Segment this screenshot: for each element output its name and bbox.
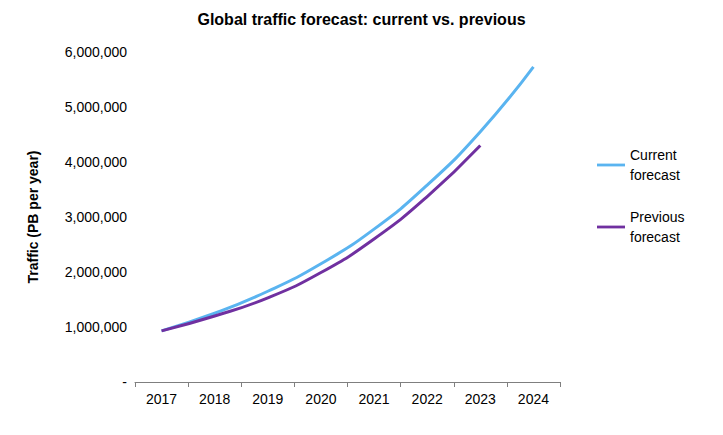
svg-text:forecast: forecast [630,229,680,245]
svg-text:5,000,000: 5,000,000 [65,99,127,115]
svg-text:2,000,000: 2,000,000 [65,264,127,280]
svg-text:Traffic (PB per year): Traffic (PB per year) [25,150,41,283]
svg-text:-: - [122,374,127,390]
svg-text:2017: 2017 [146,391,177,407]
svg-text:1,000,000: 1,000,000 [65,319,127,335]
svg-text:2019: 2019 [252,391,283,407]
svg-text:Global traffic forecast: curre: Global traffic forecast: current vs. pre… [197,11,525,28]
svg-text:3,000,000: 3,000,000 [65,209,127,225]
svg-text:2020: 2020 [305,391,336,407]
svg-text:6,000,000: 6,000,000 [65,44,127,60]
svg-text:2022: 2022 [412,391,443,407]
svg-text:forecast: forecast [630,167,680,183]
svg-text:2023: 2023 [465,391,496,407]
svg-text:2024: 2024 [518,391,549,407]
svg-text:2021: 2021 [358,391,389,407]
svg-text:4,000,000: 4,000,000 [65,154,127,170]
svg-text:2018: 2018 [199,391,230,407]
svg-text:Current: Current [630,147,681,163]
svg-text:Previous: Previous [630,209,688,225]
